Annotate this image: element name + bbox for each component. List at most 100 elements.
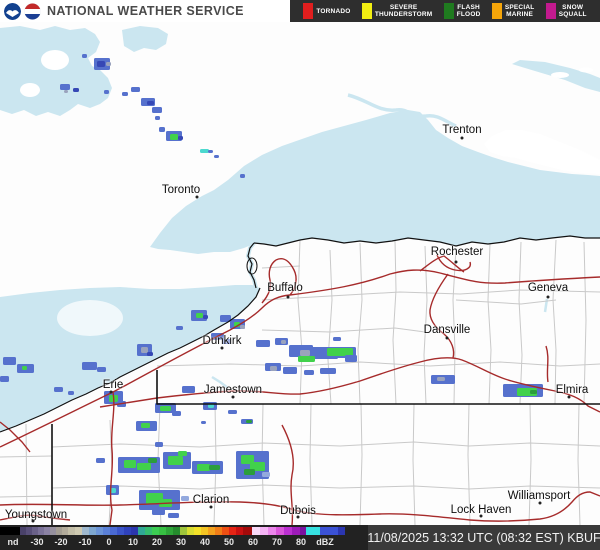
radar-echo — [152, 107, 162, 113]
radar-echo — [68, 391, 74, 395]
timestamp: 11/08/2025 13:32 UTC (08:32 EST) KBUF — [367, 530, 600, 545]
radar-echo — [152, 509, 165, 515]
warning-legend-item: SPECIAL MARINE — [491, 3, 535, 19]
radar-echo — [170, 134, 178, 140]
radar-echo — [201, 421, 206, 424]
radar-echo — [96, 458, 105, 463]
city-marker-dot — [445, 336, 449, 340]
radar-echo — [208, 150, 213, 153]
radar-echo — [3, 357, 16, 365]
warning-label: TORNADO — [316, 7, 351, 15]
city-marker-dot — [209, 505, 213, 509]
radar-echo — [209, 465, 220, 470]
city-label: Youngstown — [4, 509, 68, 521]
radar-echo — [437, 377, 445, 381]
radar-echo — [222, 339, 231, 344]
footer-bar: nd -30 -20 -10 0 10 20 30 40 50 60 70 80 dBZ 11/08/20… — [0, 525, 600, 550]
radar-echo — [124, 460, 136, 468]
radar-echo — [530, 390, 537, 394]
radar-echo — [147, 101, 154, 105]
city-label: Elmira — [555, 384, 589, 396]
grand-island-outline — [246, 257, 258, 275]
radar-echo — [159, 127, 165, 132]
warning-color-swatch — [491, 3, 502, 19]
radar-echo — [320, 368, 336, 374]
highways — [0, 254, 600, 526]
city-label: Buffalo — [267, 282, 303, 294]
radar-echo — [327, 348, 353, 356]
lake-ontario-shoreline — [253, 235, 600, 247]
radar-echo — [168, 456, 183, 465]
radar-echo — [270, 366, 277, 371]
city-label: Geneva — [527, 282, 569, 294]
city-marker-dot — [220, 346, 224, 350]
city-marker-dot — [231, 395, 235, 399]
chautauqua-lake — [211, 375, 229, 389]
radar-echo — [228, 410, 237, 414]
city-marker-dot — [296, 515, 300, 519]
radar-echo — [208, 404, 214, 408]
radar-echo — [333, 337, 341, 341]
radar-echo — [182, 386, 195, 393]
warning-legend-item: SNOW SQUALL — [545, 3, 587, 19]
radar-echo — [196, 313, 203, 318]
radar-echo — [82, 362, 97, 370]
radar-echo — [256, 340, 270, 347]
radar-echo — [345, 355, 357, 362]
city-marker-dot — [546, 295, 550, 299]
state-borders — [0, 235, 600, 525]
radar-echo-layer — [0, 54, 543, 518]
niagara-outline — [247, 242, 257, 289]
radar-echo — [97, 367, 106, 372]
radar-echo — [244, 469, 255, 475]
radar-echo — [181, 496, 189, 501]
lake-erie-bright-patch — [57, 300, 123, 336]
city-label: Dunkirk — [202, 335, 242, 347]
radar-echo — [281, 340, 286, 344]
city-label: Clarion — [192, 494, 230, 506]
radar-echo — [283, 367, 297, 374]
radar-echo — [97, 61, 105, 67]
georgian-bay — [0, 26, 112, 116]
radar-echo — [168, 513, 179, 518]
lake-simcoe — [122, 26, 168, 52]
radar-echo — [73, 88, 79, 92]
colorbar-tick-label: nd — [7, 537, 19, 547]
warning-color-swatch — [443, 3, 454, 19]
colorbar-tick-label: -20 — [54, 537, 68, 547]
city-marker-dot — [567, 395, 571, 399]
radar-echo — [104, 90, 109, 94]
city-marker-dot — [454, 260, 458, 264]
radar-echo — [176, 326, 183, 330]
colorbar-tick-label: 0 — [106, 537, 112, 547]
colorbar-tick-label: 10 — [127, 537, 139, 547]
radar-echo — [178, 136, 183, 140]
warning-label: SNOW SQUALL — [558, 4, 587, 18]
radar-echo — [146, 493, 163, 504]
radar-echo — [298, 356, 315, 362]
city-label: Trenton — [442, 124, 482, 136]
timestamp-zone: 11/08/2025 13:32 UTC (08:32 EST) KBUF — [367, 525, 600, 550]
radar-echo — [82, 54, 87, 58]
radar-echo — [262, 472, 270, 477]
radar-echo — [203, 315, 208, 319]
city-marker-dot — [479, 514, 483, 518]
warning-color-swatch — [545, 3, 556, 19]
radar-echo — [200, 149, 209, 153]
warning-color-swatch — [303, 3, 314, 19]
radar-echo — [22, 366, 27, 370]
radar-echo — [220, 315, 231, 322]
colorbar-tick-label: 60 — [247, 537, 259, 547]
bay-of-quinte — [347, 93, 457, 128]
warning-label: FLASH FLOOD — [456, 4, 481, 18]
warning-legend-item: FLASH FLOOD — [443, 3, 481, 19]
city-marker-dot — [286, 295, 290, 299]
city-label: Jamestown — [203, 384, 263, 396]
colorbar-tick-label: 50 — [223, 537, 235, 547]
header-bar: NATIONAL WEATHER SERVICE TORNADO SEVERE T… — [0, 0, 600, 22]
city-label: Dansville — [423, 324, 471, 336]
island — [20, 83, 40, 97]
city-marker-dot — [538, 501, 542, 505]
